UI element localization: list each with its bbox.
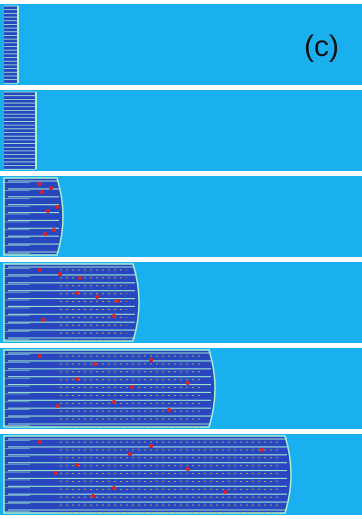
solid-region bbox=[3, 349, 216, 428]
defect-point bbox=[40, 190, 44, 194]
liquid-region bbox=[0, 90, 362, 171]
defect-point bbox=[38, 268, 42, 272]
snapshot-panel bbox=[0, 4, 362, 85]
defect-point bbox=[260, 448, 264, 452]
solid-band bbox=[4, 6, 18, 83]
defect-point bbox=[93, 362, 97, 366]
solid-region bbox=[3, 177, 64, 256]
snapshot-panel bbox=[0, 348, 362, 429]
defect-point bbox=[55, 205, 59, 209]
defect-point bbox=[223, 490, 227, 494]
defect-point bbox=[128, 452, 132, 456]
defect-point bbox=[75, 377, 79, 381]
defect-point bbox=[112, 486, 116, 490]
snapshot-panel bbox=[0, 262, 362, 343]
defect-point bbox=[54, 471, 58, 475]
defect-point bbox=[52, 228, 56, 232]
defect-point bbox=[75, 463, 79, 467]
defect-point bbox=[91, 494, 95, 498]
liquid-region bbox=[0, 4, 362, 85]
defect-point bbox=[56, 404, 60, 408]
defect-point bbox=[75, 291, 79, 295]
solid-region bbox=[3, 435, 292, 514]
solid-region bbox=[3, 263, 140, 342]
snapshot-panel bbox=[0, 90, 362, 171]
defect-point bbox=[130, 385, 134, 389]
defect-point bbox=[149, 444, 153, 448]
snapshot-panel bbox=[0, 176, 362, 257]
defect-point bbox=[38, 440, 42, 444]
defect-point bbox=[115, 299, 119, 303]
defect-point bbox=[95, 295, 99, 299]
defect-point bbox=[78, 276, 82, 280]
defect-point bbox=[38, 182, 42, 186]
defect-point bbox=[186, 467, 190, 471]
defect-point bbox=[186, 381, 190, 385]
defect-point bbox=[167, 408, 171, 412]
defect-point bbox=[38, 354, 42, 358]
defect-point bbox=[149, 358, 153, 362]
panel-label: (c) bbox=[304, 30, 339, 63]
solid-band bbox=[4, 92, 36, 169]
snapshot-panel bbox=[0, 434, 362, 515]
defect-point bbox=[41, 318, 45, 322]
defect-point bbox=[112, 400, 116, 404]
defect-point bbox=[112, 314, 116, 318]
defect-point bbox=[58, 272, 62, 276]
defect-point bbox=[49, 186, 53, 190]
snapshot-panels bbox=[0, 4, 362, 515]
defect-point bbox=[43, 232, 47, 236]
defect-point bbox=[46, 209, 50, 213]
